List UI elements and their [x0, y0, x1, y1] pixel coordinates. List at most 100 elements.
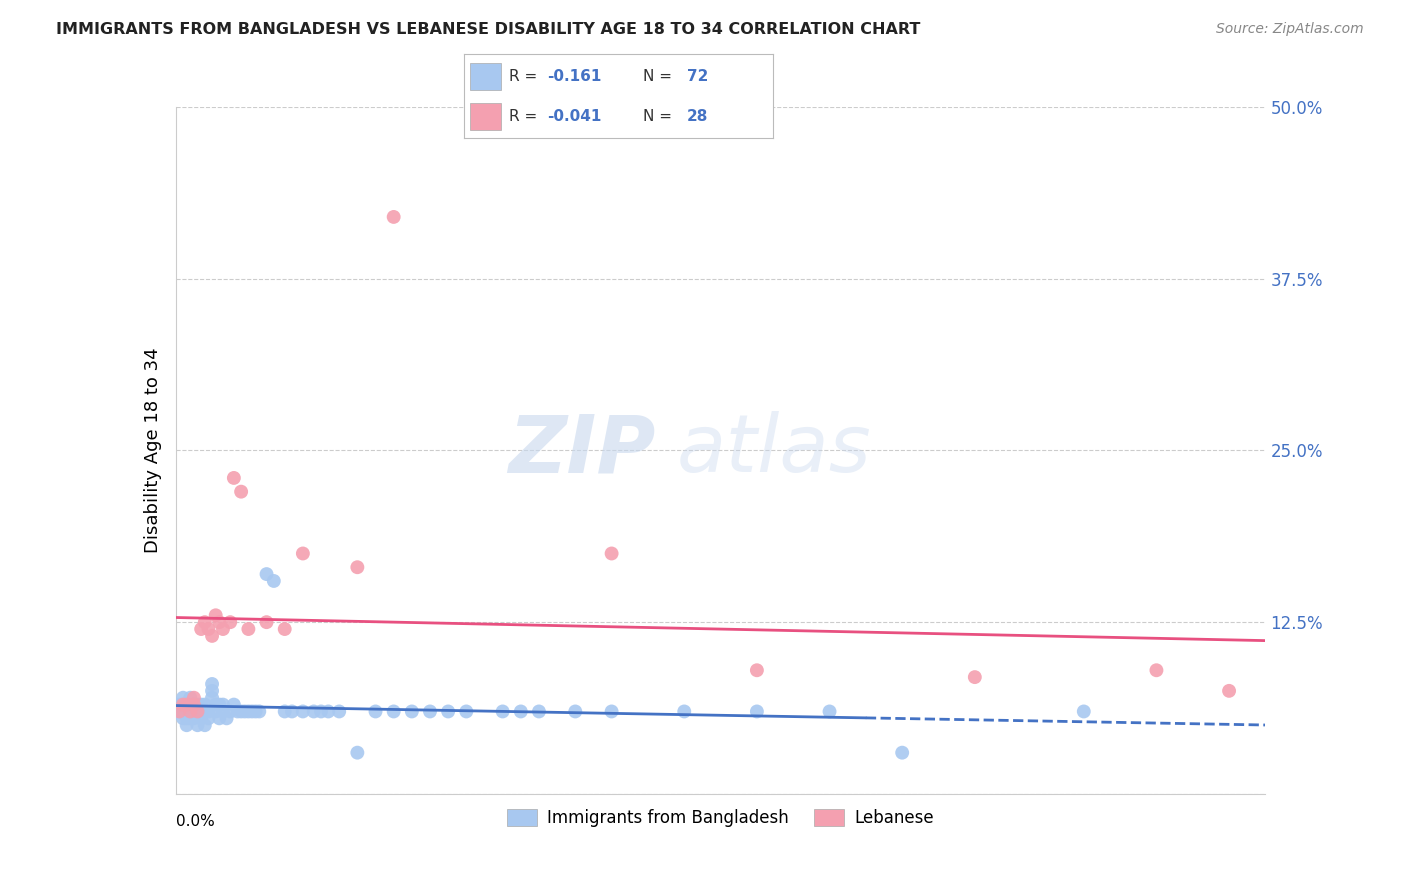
Point: [274, 705, 297, 719]
Point: [212, 698, 235, 712]
Point: [194, 705, 217, 719]
Point: [256, 615, 278, 630]
Point: [201, 683, 224, 698]
Point: [201, 629, 224, 643]
Point: [745, 705, 768, 719]
Point: [190, 711, 212, 725]
Text: N =: N =: [644, 69, 678, 84]
Point: [201, 677, 224, 691]
Point: [382, 705, 405, 719]
Point: [328, 705, 350, 719]
Point: [186, 705, 209, 719]
Point: [208, 711, 231, 725]
Legend: Immigrants from Bangladesh, Lebanese: Immigrants from Bangladesh, Lebanese: [501, 802, 941, 834]
Point: [231, 705, 253, 719]
Point: [222, 471, 245, 485]
Point: [492, 705, 515, 719]
Point: [364, 705, 387, 719]
Point: [263, 574, 285, 588]
Point: [179, 705, 201, 719]
Point: [673, 705, 696, 719]
Point: [256, 567, 278, 582]
Point: [204, 698, 226, 712]
Text: N =: N =: [644, 109, 678, 124]
Point: [169, 705, 191, 719]
Point: [302, 705, 325, 719]
Text: 72: 72: [686, 69, 709, 84]
Point: [245, 705, 267, 719]
Point: [176, 711, 198, 725]
Point: [190, 705, 212, 719]
Point: [186, 718, 209, 732]
Point: [219, 615, 242, 630]
Point: [201, 690, 224, 705]
Point: [179, 711, 201, 725]
Point: [197, 622, 219, 636]
Point: [194, 698, 217, 712]
Point: [891, 746, 914, 760]
Point: [179, 690, 201, 705]
Point: [197, 705, 219, 719]
Point: [281, 705, 304, 719]
Text: ZIP: ZIP: [508, 411, 655, 490]
Point: [204, 705, 226, 719]
Point: [186, 698, 209, 712]
Point: [172, 690, 194, 705]
Point: [190, 622, 212, 636]
Point: [963, 670, 986, 684]
Point: [176, 698, 198, 712]
Point: [212, 622, 235, 636]
Point: [231, 484, 253, 499]
Point: [172, 698, 194, 712]
Point: [183, 690, 205, 705]
Bar: [470, 103, 501, 130]
Point: [186, 705, 209, 719]
Point: [208, 698, 231, 712]
Point: [183, 698, 205, 712]
Point: [274, 622, 297, 636]
Point: [291, 546, 314, 561]
Text: 28: 28: [686, 109, 709, 124]
Point: [1146, 663, 1168, 677]
Point: [169, 705, 191, 719]
Point: [222, 698, 245, 712]
Point: [527, 705, 550, 719]
Point: [172, 711, 194, 725]
Point: [419, 705, 441, 719]
Point: [401, 705, 423, 719]
Point: [183, 711, 205, 725]
Point: [247, 705, 270, 719]
Point: [346, 746, 368, 760]
Text: IMMIGRANTS FROM BANGLADESH VS LEBANESE DISABILITY AGE 18 TO 34 CORRELATION CHART: IMMIGRANTS FROM BANGLADESH VS LEBANESE D…: [56, 22, 921, 37]
Point: [238, 705, 260, 719]
Text: 0.0%: 0.0%: [176, 814, 215, 830]
Point: [212, 705, 235, 719]
Point: [176, 718, 198, 732]
Point: [600, 705, 623, 719]
Text: -0.161: -0.161: [547, 69, 602, 84]
Text: atlas: atlas: [678, 411, 872, 490]
Point: [233, 705, 256, 719]
Point: [456, 705, 478, 719]
Point: [172, 705, 194, 719]
Text: -0.041: -0.041: [547, 109, 602, 124]
Point: [179, 705, 201, 719]
Point: [564, 705, 586, 719]
Point: [1073, 705, 1095, 719]
Point: [437, 705, 460, 719]
Point: [600, 546, 623, 561]
Point: [291, 705, 314, 719]
Y-axis label: Disability Age 18 to 34: Disability Age 18 to 34: [143, 348, 162, 553]
Point: [215, 711, 238, 725]
Point: [318, 705, 340, 719]
Point: [382, 210, 405, 224]
Point: [197, 711, 219, 725]
Point: [240, 705, 263, 719]
Point: [183, 705, 205, 719]
Point: [176, 705, 198, 719]
Point: [509, 705, 531, 719]
Text: Source: ZipAtlas.com: Source: ZipAtlas.com: [1216, 22, 1364, 37]
Text: R =: R =: [509, 109, 541, 124]
Point: [818, 705, 841, 719]
Point: [346, 560, 368, 574]
